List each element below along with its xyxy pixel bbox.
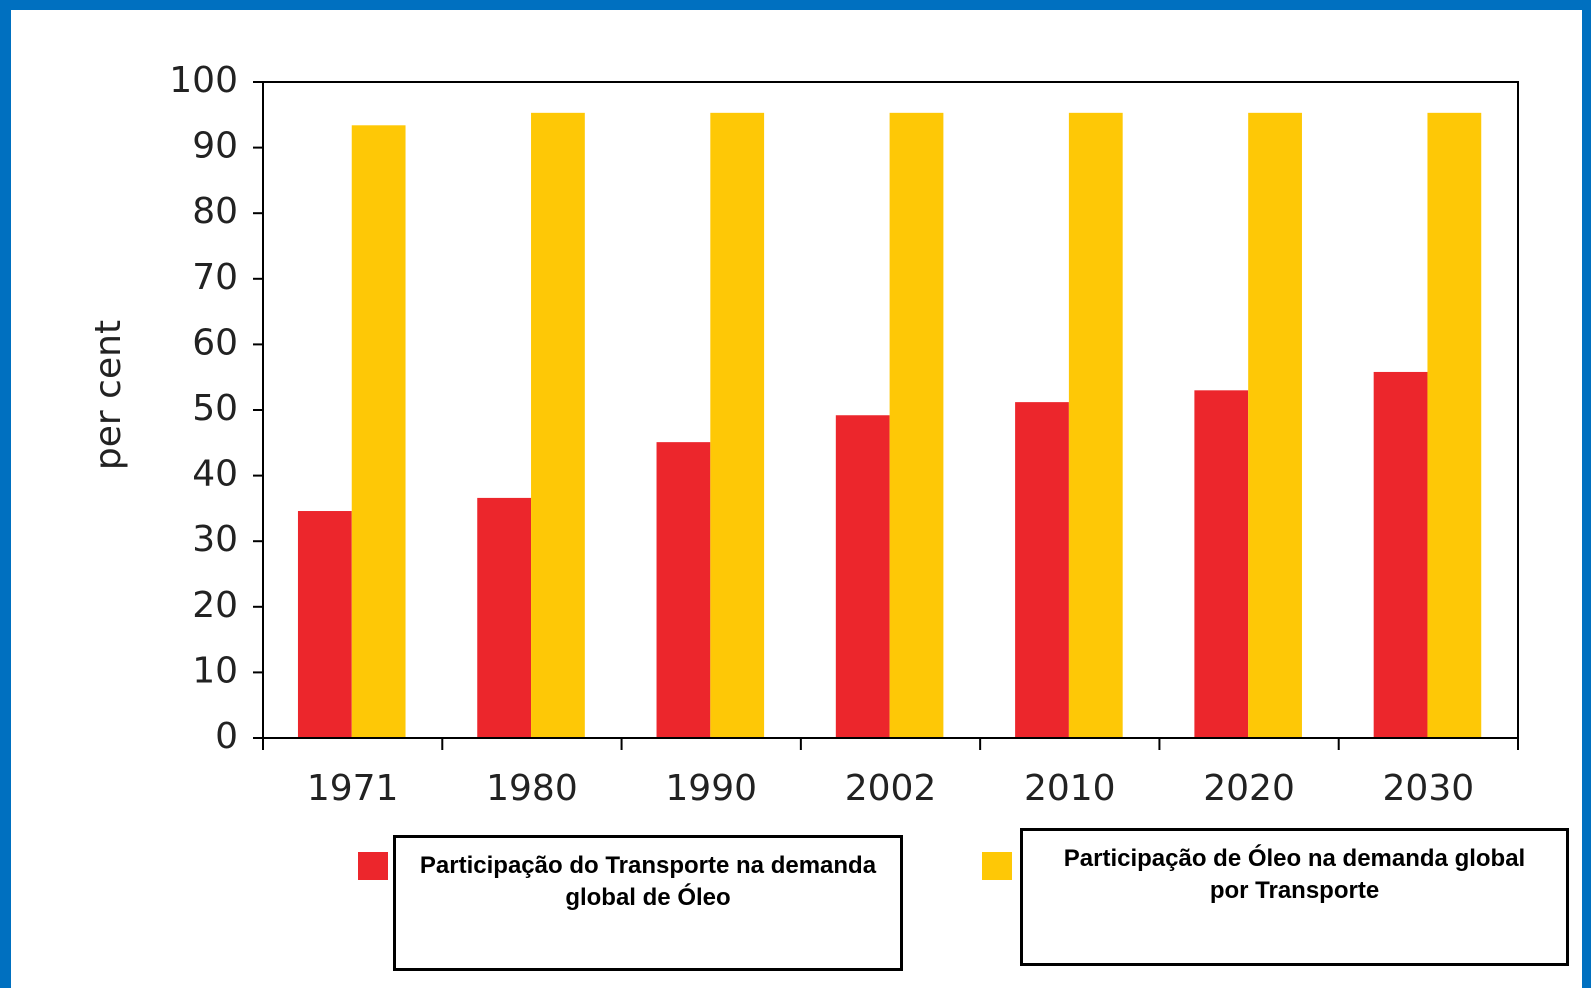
bar xyxy=(835,415,890,738)
bar xyxy=(1068,112,1123,738)
y-tick-label: 0 xyxy=(215,716,238,757)
y-tick-label: 100 xyxy=(169,60,238,101)
bar xyxy=(351,125,406,738)
y-tick-label: 10 xyxy=(192,650,238,691)
y-tick-label: 50 xyxy=(192,388,238,429)
bar xyxy=(1248,112,1302,738)
y-tick-label: 90 xyxy=(192,126,238,167)
y-tick-label: 70 xyxy=(192,257,238,298)
bar xyxy=(710,112,765,738)
x-tick-label: 2002 xyxy=(845,768,937,809)
y-tick-label: 80 xyxy=(192,191,238,232)
plot-frame xyxy=(262,81,1519,739)
legend-swatch xyxy=(358,852,388,880)
frame-right xyxy=(1582,0,1591,988)
legend-entry: Participação de Óleo na demanda global p… xyxy=(1020,828,1569,966)
bar xyxy=(1427,112,1482,738)
y-axis-label: per cent xyxy=(88,320,129,470)
frame-top xyxy=(0,0,1591,10)
bar xyxy=(297,511,352,738)
x-tick-label: 2020 xyxy=(1203,768,1295,809)
bar xyxy=(656,442,711,738)
x-tick-label: 1980 xyxy=(486,768,578,809)
x-tick-label: 1990 xyxy=(665,768,757,809)
y-tick-label: 60 xyxy=(192,322,238,363)
y-tick-label: 30 xyxy=(192,519,238,560)
bar xyxy=(889,112,944,738)
y-tick-label: 20 xyxy=(192,585,238,626)
bar xyxy=(1194,390,1249,738)
bar xyxy=(477,497,532,738)
x-tick-label: 2010 xyxy=(1024,768,1116,809)
bar xyxy=(1373,371,1428,738)
y-tick-label: 40 xyxy=(192,454,238,495)
x-tick-label: 1971 xyxy=(307,768,399,809)
frame-left xyxy=(0,0,11,988)
legend-entry: Participação do Transporte na demanda gl… xyxy=(393,835,903,971)
x-tick-label: 2030 xyxy=(1383,768,1475,809)
bar xyxy=(531,112,585,738)
bar xyxy=(1015,402,1069,738)
legend-swatch xyxy=(982,852,1012,880)
